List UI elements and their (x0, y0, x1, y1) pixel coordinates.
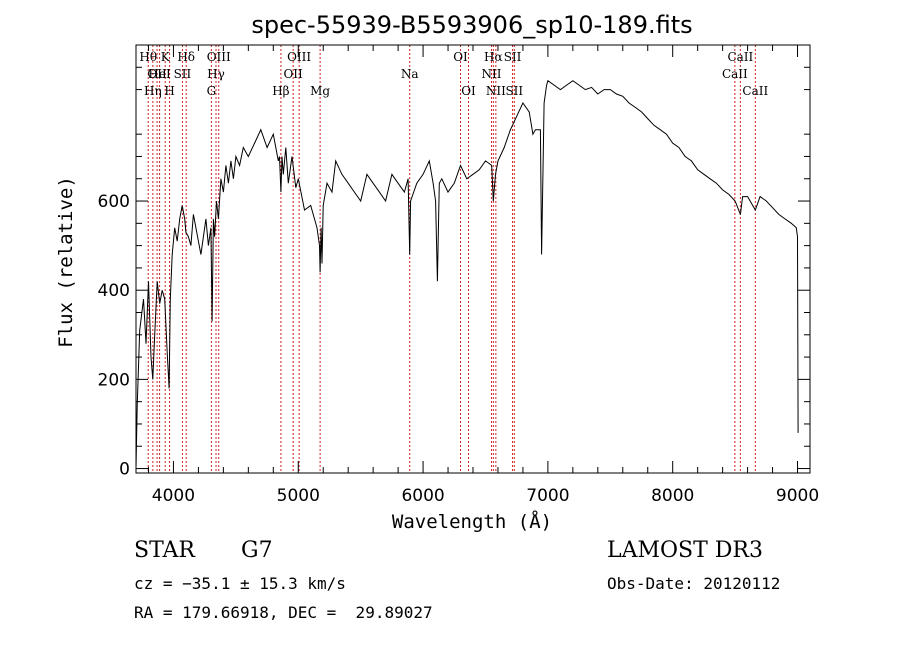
x-tick-label: 7000 (526, 486, 569, 506)
y-axis-ticks: 0 200 400 600 (98, 66, 810, 480)
chart-title: spec-55939-B5593906_sp10-189.fits (251, 11, 692, 39)
line-label: Hγ (207, 67, 225, 81)
line-label: Na (401, 67, 419, 81)
line-label: CaII (722, 67, 748, 81)
obs-date: Obs-Date: 20120112 (607, 574, 781, 593)
line-label: Hα (484, 50, 503, 64)
line-label: SII (505, 84, 523, 98)
line-label: SII (174, 67, 192, 81)
line-label: CaII (727, 50, 753, 64)
line-label: NII (481, 67, 501, 81)
spectral-line-markers (147, 45, 756, 473)
x-tick-label: 8000 (651, 486, 694, 506)
x-tick-label: 9000 (776, 486, 819, 506)
y-axis-label: Flux (relative) (55, 176, 77, 348)
line-label: Hδ (177, 50, 195, 64)
x-tick-label: 5000 (277, 486, 320, 506)
line-label: NII (486, 84, 506, 98)
radial-velocity: cz = −35.1 ± 15.3 km/s (134, 574, 346, 593)
object-class: STAR (134, 538, 195, 563)
line-label: HeI (148, 67, 171, 81)
line-label: Hη (144, 84, 162, 98)
y-tick-label: 600 (98, 192, 130, 212)
line-label: Mg (310, 84, 330, 98)
line-label: CaII (742, 84, 768, 98)
line-label: OI (461, 84, 476, 98)
plot-frame (135, 44, 811, 474)
line-label: G (207, 84, 217, 98)
line-label: OI (453, 50, 468, 64)
line-label: Hθ (139, 50, 157, 64)
x-tick-label: 4000 (152, 486, 195, 506)
survey-name: LAMOST DR3 (607, 538, 763, 563)
y-tick-label: 0 (119, 460, 130, 480)
line-label: OIII (207, 50, 231, 64)
line-label: OII (283, 67, 303, 81)
spectral-line-labels: HθHηOIIHeIKHSIIHδGHγOIIIHβOIIOIIIMgNaOIO… (139, 50, 768, 98)
spectral-subclass: G7 (241, 538, 273, 563)
line-label: OIII (287, 50, 311, 64)
line-label: Hβ (272, 84, 289, 98)
line-label: H (164, 84, 174, 98)
line-label: OII (147, 67, 167, 81)
y-tick-label: 200 (98, 370, 130, 390)
x-axis-ticks: 4000 5000 6000 7000 8000 9000 (147, 45, 819, 506)
line-label: SII (504, 50, 522, 64)
coordinates: RA = 179.66918, DEC = 29.89027 (134, 603, 433, 622)
y-tick-label: 400 (98, 281, 130, 301)
line-label: K (161, 50, 171, 64)
x-tick-label: 6000 (401, 486, 444, 506)
flux-series-line (135, 79, 799, 469)
x-axis-label: Wavelength (Å) (392, 510, 552, 533)
